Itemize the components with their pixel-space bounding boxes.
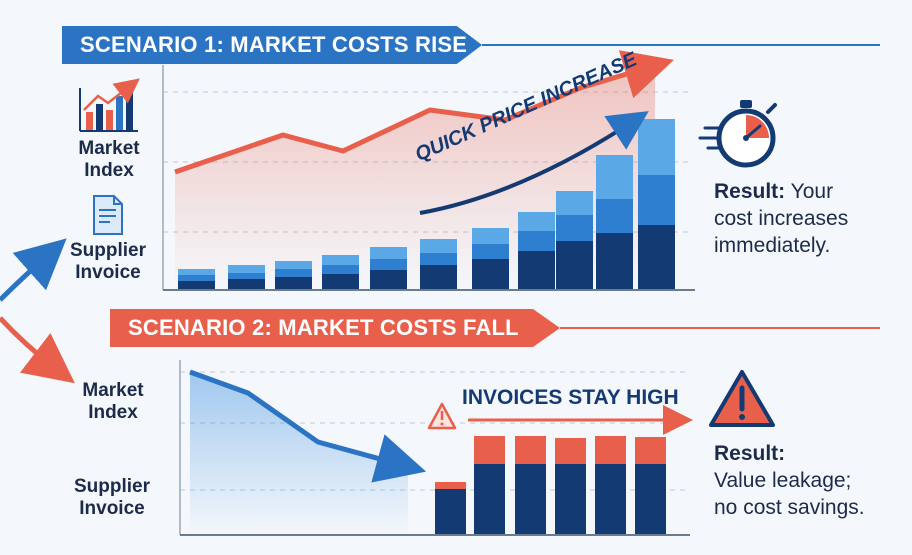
invoice-bar-1-segment [638,175,675,225]
scenario1-invoice-label-line1: Supplier [69,240,146,261]
invoice-bar-2-segment [635,464,666,534]
invoice-bar-2-segment [595,464,626,534]
scenario2-result-line2: no cost savings. [714,496,865,519]
invoice-bar-1-segment [370,259,407,270]
scenario1-banner: SCENARIO 1: MARKET COSTS RISE [62,26,482,64]
scenario2-result: Result: Value leakage; no cost savings. [714,440,865,521]
invoices-stay-high-label: INVOICES STAY HIGH [462,386,679,409]
scenario1-invoice-label-line2: Invoice [75,262,141,283]
scenario1-result-line2: cost increases [714,207,849,230]
scenario2-invoice-bars [435,436,666,534]
invoice-bar-1-segment [420,239,457,253]
invoice-document-icon [93,195,123,235]
small-warning-icon [427,402,457,430]
scenario2-result-label: Result: [714,442,786,465]
invoice-bar-1-segment [518,212,555,231]
invoice-bar-1-segment [275,261,312,269]
invoice-bar-2-segment [595,436,626,464]
invoice-bar-1-segment [556,215,593,241]
invoice-bar-1-segment [472,259,509,289]
invoice-bar-2-segment [515,464,546,534]
scenario2-invoice-label: Supplier Invoice [66,476,158,520]
invoice-bar-1-segment [275,269,312,277]
scenario1-result-line3: immediately. [714,234,831,257]
invoice-bar-1-segment [228,279,265,289]
quick-increase-arrow [419,111,649,215]
scenario2-market-area [190,372,408,535]
invoice-bar-1-segment [556,241,593,289]
scenario1-result-label: Result: [714,180,786,203]
invoice-bar-1-segment [420,265,457,289]
invoice-bar-1-segment [275,277,312,289]
invoice-bar-1-segment [420,253,457,265]
scenario2-banner: SCENARIO 2: MARKET COSTS FALL [110,309,560,347]
invoice-bar-1-segment [638,225,675,289]
invoice-bar-2-segment [515,436,546,464]
invoice-bar-1-segment [322,274,359,289]
invoice-bar-1-segment [322,265,359,274]
invoice-bar-1-segment [322,255,359,265]
invoice-bar-2-segment [435,489,466,534]
scenario2-result-line1: Value leakage; [714,469,852,492]
scenario2-market-label-line1: Market [82,380,144,401]
bar-chart-icon [79,78,140,132]
scenario1-market-label-line1: Market [78,138,140,159]
scenario2-market-label: Market Index [74,380,152,424]
invoice-bar-1-segment [228,265,265,273]
invoice-bar-1-segment [370,270,407,289]
scenario1-market-line [174,50,674,175]
scenario1-result-line1: Your [785,180,834,203]
branch-arrow-down [0,316,75,384]
invoice-bar-1-segment [596,155,633,199]
invoice-bar-2-segment [474,436,505,464]
invoice-bar-1-segment [472,244,509,259]
scenario2-title: SCENARIO 2: MARKET COSTS FALL [128,315,519,340]
invoice-bar-1-segment [178,281,215,289]
scenario1-invoice-bars [178,119,675,289]
scenario1-title: SCENARIO 1: MARKET COSTS RISE [80,32,468,57]
invoice-bar-1-segment [228,273,265,279]
invoice-bar-1-segment [178,275,215,281]
scenario1-market-label: Market Index [70,138,148,182]
invoice-bar-1-segment [518,251,555,289]
warning-icon [709,370,775,427]
invoice-bar-2-segment [474,464,505,534]
scenario2-market-label-line2: Index [88,402,138,423]
invoice-bar-2-segment [555,438,586,464]
invoice-bar-1-segment [472,228,509,244]
invoice-bar-2-segment [635,437,666,464]
invoice-bar-1-segment [370,247,407,259]
scenario1-result: Result: Your cost increases immediately. [714,178,848,259]
invoice-bar-1-segment [556,191,593,215]
invoice-bar-2-segment [555,464,586,534]
scenario2-invoice-label-line1: Supplier [73,476,150,497]
invoice-bar-2-segment [435,482,466,489]
scenario1-invoice-label: Supplier Invoice [64,240,152,284]
stopwatch-icon [698,100,777,168]
branch-arrow-up [0,238,67,302]
scenario1-market-label-line2: Index [84,160,134,181]
invoice-bar-1-segment [596,199,633,233]
invoice-bar-1-segment [638,119,675,175]
scenario2-invoice-label-line2: Invoice [79,498,145,519]
scenario2-market-line [189,369,427,483]
invoice-bar-1-segment [518,231,555,251]
invoice-bar-1-segment [178,269,215,275]
invoice-bar-1-segment [596,233,633,289]
